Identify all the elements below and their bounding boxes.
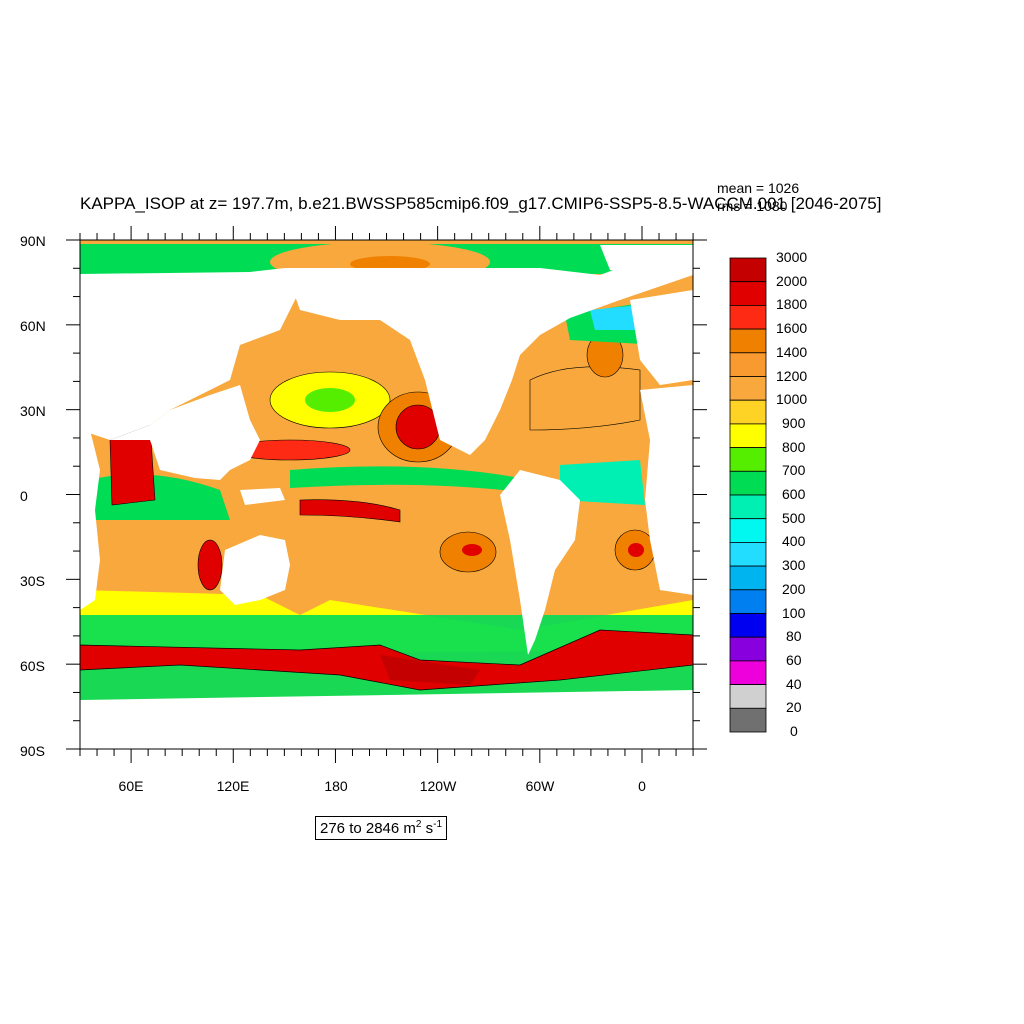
colorbar-level-label: 1400 <box>776 343 808 360</box>
equator-red <box>299 499 401 523</box>
colorbar-level-label: 1600 <box>776 320 808 337</box>
colorbar-swatch <box>729 565 767 591</box>
colorbar-swatch <box>729 589 767 614</box>
spac-core <box>462 544 482 556</box>
lon-tick-label: 180 <box>324 778 348 794</box>
colorbar-level-label: 1200 <box>776 367 808 384</box>
lat-tick-label: 60N <box>20 318 46 334</box>
colorbar-swatch <box>729 660 767 686</box>
colorbar-swatch <box>729 423 767 448</box>
colorbar-swatch <box>729 352 767 377</box>
colorbar-swatch <box>729 494 767 520</box>
lon-tick-label: 0 <box>638 778 646 794</box>
lon-tick-label: 60W <box>525 778 555 794</box>
lat-tick-label: 30N <box>20 403 46 419</box>
colorbar-swatch <box>729 470 767 496</box>
colorbar-level-label: 400 <box>782 533 806 550</box>
colorbar-swatch <box>729 281 767 306</box>
acc-darkred <box>380 655 480 685</box>
colorbar-level-label: 500 <box>782 509 806 526</box>
colorbar-level-label: 0 <box>790 723 798 739</box>
equator-green <box>290 466 520 492</box>
colorbar-swatch <box>729 376 767 401</box>
colorbar <box>729 257 767 733</box>
colorbar-level-label: 700 <box>782 462 806 479</box>
colorbar-level-label: 2000 <box>776 272 808 289</box>
indian-red <box>197 539 223 591</box>
plot-title: KAPPA_ISOP at z= 197.7m, b.e21.BWSSP585c… <box>80 194 882 213</box>
range-mid: s <box>421 820 434 837</box>
land-mask <box>80 245 693 749</box>
lon-tick-label: 120W <box>419 778 457 794</box>
axis-ticks <box>66 226 707 763</box>
colorbar-level-label: 3000 <box>776 249 808 265</box>
colorbar-level-label: 900 <box>782 414 806 431</box>
colorbar-swatch <box>729 613 767 638</box>
lat-tick-label: 60S <box>20 658 45 674</box>
colorbar-swatch <box>729 684 767 709</box>
colorbar-level-label: 20 <box>786 699 802 716</box>
natl-gyre <box>529 366 641 431</box>
map-field <box>80 240 693 749</box>
colorbar-level-label: 60 <box>786 651 802 668</box>
lat-tick-label: 0 <box>20 488 28 504</box>
mean-stat: mean = 1026 <box>717 180 800 196</box>
npac-green <box>305 388 355 412</box>
colorbar-level-label: 200 <box>782 580 806 597</box>
atl-tropic-cyan <box>560 460 645 505</box>
lon-tick-label: 60E <box>118 778 144 794</box>
lat-tick-label: 90N <box>20 233 46 249</box>
range-prefix: 276 to 2846 m <box>320 820 416 837</box>
colorbar-level-label: 1800 <box>776 296 808 313</box>
colorbar-level-label: 1000 <box>776 391 808 408</box>
colorbar-swatch <box>729 328 767 354</box>
satl-core <box>628 543 644 557</box>
colorbar-level-label: 100 <box>782 604 806 621</box>
lat-tick-label: 30S <box>20 573 45 589</box>
colorbar-level-label: 40 <box>786 675 802 692</box>
colorbar-swatch <box>729 399 767 425</box>
labrador-cyan <box>590 305 640 330</box>
colorbar-level-label: 800 <box>782 438 806 455</box>
colorbar-level-label: 80 <box>786 628 802 645</box>
colorbar-swatch <box>729 707 767 733</box>
colorbar-swatch <box>729 257 767 283</box>
colorbar-swatch <box>729 447 767 472</box>
range-exp1: 2 <box>415 819 422 830</box>
colorbar-swatch <box>729 518 767 543</box>
colorbar-level-label: 600 <box>782 486 806 502</box>
value-range-box: 276 to 2846 m2 s-1 <box>315 816 448 840</box>
lat-tick-label: 90S <box>20 743 45 759</box>
lon-tick-label: 120E <box>216 778 250 794</box>
colorbar-swatch <box>729 542 767 567</box>
colorbar-level-label: 300 <box>782 557 806 574</box>
range-exp2: -1 <box>433 819 443 830</box>
rms-stat: rms = 1080 <box>717 198 788 214</box>
colorbar-swatch <box>729 304 767 330</box>
colorbar-swatch <box>729 636 767 662</box>
